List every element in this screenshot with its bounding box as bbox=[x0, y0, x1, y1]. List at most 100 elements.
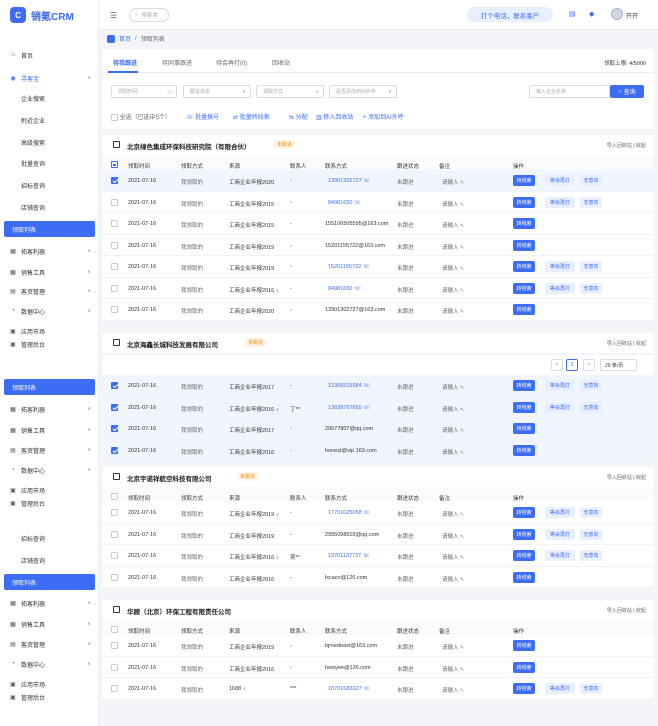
phone-icon[interactable]: ☏ bbox=[361, 383, 371, 389]
sidebar-item[interactable]: ▣ 管理后台 bbox=[0, 689, 98, 705]
remark-input[interactable]: 请输入 ✎ bbox=[442, 448, 464, 456]
sidebar-item[interactable]: 批量查询 bbox=[0, 155, 98, 171]
recycle-button[interactable]: ▥ 移入回收站 bbox=[316, 112, 353, 121]
to-lead-button[interactable]: 转线索 bbox=[513, 401, 535, 413]
row-checkbox[interactable] bbox=[111, 425, 118, 432]
sidebar-item[interactable]: ⌂ 首页 bbox=[0, 47, 98, 63]
contact-info[interactable]: 13638767665 ☏ bbox=[328, 405, 370, 411]
edit-icon[interactable]: ✎ bbox=[458, 223, 465, 229]
edit-icon[interactable]: ✎ bbox=[458, 201, 465, 208]
phone-icon[interactable]: ☏ bbox=[352, 285, 361, 292]
ai-filter[interactable]: 是否添加到AI外呼 ∨ bbox=[329, 85, 397, 98]
call-later-button[interactable]: 等会再打 bbox=[545, 261, 575, 272]
remark-input[interactable]: 请输入 ✎ bbox=[442, 532, 464, 540]
contact-info[interactable]: 84981650 ☏ bbox=[328, 286, 361, 292]
import-recycle-link[interactable]: 导入回收站 bbox=[606, 608, 632, 614]
sidebar-item[interactable]: ▦ 拓客利器 ∨ bbox=[0, 243, 98, 259]
call-later-button[interactable]: 等会再打 bbox=[545, 550, 575, 561]
no-intent-button[interactable]: 无意向 bbox=[580, 175, 602, 186]
sidebar-item[interactable]: ▦ 销售工具 ∨ bbox=[0, 264, 98, 280]
contact-info[interactable]: 84981650 ☏ bbox=[328, 200, 361, 206]
sidebar-item[interactable]: ◔ 数据中心 ∨ bbox=[0, 462, 98, 478]
to-lead-button[interactable]: 转线索 bbox=[513, 423, 535, 434]
phone-icon[interactable]: ☏ bbox=[361, 510, 371, 516]
sidebar-item[interactable]: ◔ 数据中心 ∨ bbox=[0, 656, 98, 672]
edit-icon[interactable]: ✎ bbox=[458, 244, 465, 251]
to-lead-button[interactable]: 转线索 bbox=[513, 444, 535, 456]
no-intent-button[interactable]: 无意向 bbox=[580, 261, 602, 272]
call-later-button[interactable]: 等会再打 bbox=[545, 380, 575, 391]
to-lead-button[interactable]: 转线索 bbox=[513, 304, 535, 315]
tab-following-colleague[interactable]: 待同事跟进 bbox=[162, 61, 193, 67]
company-header[interactable]: 北京宇诺祥航空科技有限公司 未跟进 导入回收站 | 收起 bbox=[103, 461, 654, 487]
sidebar-item[interactable]: 领取列表 bbox=[4, 379, 95, 395]
sidebar-item[interactable]: ▣ 应用市场 bbox=[0, 676, 98, 692]
phone-icon[interactable]: ☏ bbox=[361, 404, 371, 411]
no-intent-button[interactable]: 无意向 bbox=[580, 507, 602, 518]
no-intent-button[interactable]: 无意向 bbox=[580, 196, 602, 208]
edit-icon[interactable]: ✎ bbox=[458, 512, 465, 518]
sidebar-item[interactable]: 附近企业 bbox=[0, 112, 98, 128]
collapse-link[interactable]: 收起 bbox=[635, 608, 646, 614]
row-checkbox[interactable] bbox=[111, 685, 118, 692]
remark-input[interactable]: 请输入 ✎ bbox=[442, 405, 464, 413]
to-lead-button[interactable]: 转线索 bbox=[513, 380, 535, 391]
row-checkbox[interactable] bbox=[111, 177, 118, 184]
edit-icon[interactable]: ✎ bbox=[458, 533, 465, 540]
checkbox[interactable] bbox=[111, 113, 118, 121]
date-filter[interactable]: 领取时间 ▭ bbox=[111, 85, 177, 98]
to-lead-button[interactable]: 转线索 bbox=[513, 239, 535, 251]
edit-icon[interactable]: ✎ bbox=[458, 266, 465, 272]
row-checkbox[interactable] bbox=[111, 220, 118, 227]
row-checkbox[interactable] bbox=[111, 306, 118, 313]
sidebar-item[interactable]: ▣ 管理后台 bbox=[0, 336, 98, 352]
contact-info[interactable]: 13701137737 ☏ bbox=[328, 553, 370, 559]
page-size-select[interactable]: 20 条/页 bbox=[600, 359, 637, 371]
sidebar-item[interactable]: ▣ 管理后台 bbox=[0, 495, 98, 511]
to-lead-button[interactable]: 转线索 bbox=[513, 640, 535, 651]
source-filter[interactable]: 领取方式 ∨ bbox=[256, 85, 324, 98]
remark-input[interactable]: 请输入 ✎ bbox=[442, 643, 464, 651]
remark-input[interactable]: 请输入 ✎ bbox=[442, 243, 464, 251]
call-later-button[interactable]: 等会再打 bbox=[545, 683, 575, 694]
sidebar-item[interactable]: 领取列表 bbox=[4, 221, 95, 237]
row-checkbox[interactable] bbox=[111, 446, 118, 454]
row-checkbox[interactable] bbox=[111, 509, 118, 516]
no-intent-button[interactable]: 无意向 bbox=[580, 282, 602, 294]
notes-icon[interactable]: ▤ bbox=[569, 11, 576, 18]
remark-input[interactable]: 请输入 ✎ bbox=[442, 553, 464, 561]
contact-info[interactable]: 13901302727 ☏ bbox=[328, 178, 370, 184]
header-checkbox[interactable] bbox=[111, 493, 118, 500]
edit-icon[interactable]: ✎ bbox=[458, 645, 465, 651]
row-checkbox[interactable] bbox=[111, 642, 118, 649]
remark-input[interactable]: 请输入 ✎ bbox=[442, 510, 464, 518]
row-checkbox[interactable] bbox=[111, 530, 118, 538]
to-lead-button[interactable]: 转线索 bbox=[513, 661, 535, 673]
row-checkbox[interactable] bbox=[111, 241, 118, 249]
sidebar-item[interactable]: ◔ 数据中心 ∨ bbox=[0, 303, 98, 319]
to-lead-button[interactable]: 转线索 bbox=[513, 282, 535, 294]
company-search-input[interactable]: 输入企业名称 bbox=[529, 85, 610, 98]
company-name[interactable]: 北京海鑫长城科技发展有限公司 bbox=[127, 342, 218, 349]
to-lead-button[interactable]: 转线索 bbox=[513, 528, 535, 540]
batch-transfer-button[interactable]: ⇄ 批量转线索 bbox=[233, 112, 270, 121]
sidebar-item[interactable]: 领取列表 bbox=[4, 574, 95, 590]
company-header[interactable]: 华顾（北京）环保工程有限责任公司 导入回收站 | 收起 bbox=[103, 594, 654, 620]
back-icon[interactable] bbox=[107, 34, 115, 43]
row-checkbox[interactable] bbox=[111, 198, 118, 206]
tab-call-later[interactable]: 待会再打(0) bbox=[216, 61, 248, 67]
row-checkbox[interactable] bbox=[111, 284, 118, 292]
sidebar-item[interactable]: 企业搜索 bbox=[0, 90, 98, 106]
phone-icon[interactable]: ☏ bbox=[361, 264, 370, 270]
row-checkbox[interactable] bbox=[111, 382, 118, 389]
phone-icon[interactable]: ☏ bbox=[352, 199, 361, 206]
sidebar-item[interactable]: ▤ 客资管理 ∨ bbox=[0, 283, 98, 299]
page-1-button[interactable]: 1 bbox=[566, 359, 578, 371]
import-recycle-link[interactable]: 导入回收站 bbox=[606, 341, 632, 347]
edit-icon[interactable]: ✎ bbox=[458, 688, 465, 694]
batch-dial-button[interactable]: ☏ 批量拨号 bbox=[186, 112, 219, 121]
remark-input[interactable]: 请输入 ✎ bbox=[442, 307, 464, 315]
to-lead-button[interactable]: 转线索 bbox=[513, 196, 535, 208]
next-page-button[interactable]: > bbox=[583, 359, 595, 371]
phone-icon[interactable]: ☏ bbox=[361, 553, 370, 559]
